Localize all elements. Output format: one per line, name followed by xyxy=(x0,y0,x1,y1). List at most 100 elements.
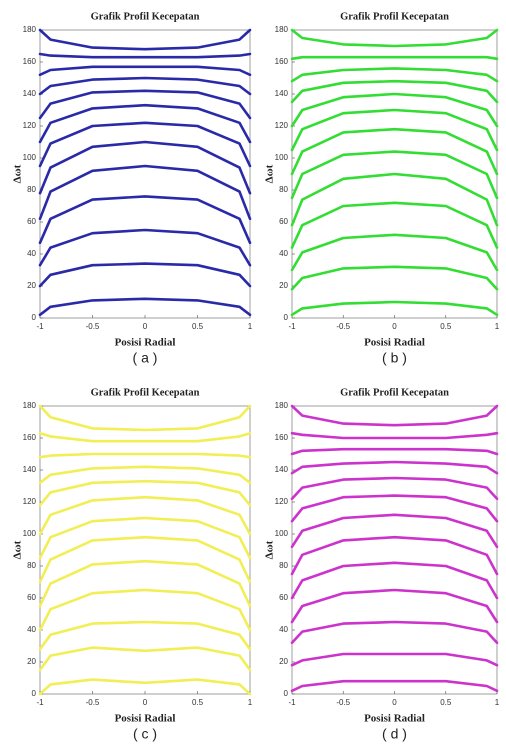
x-tick-label: -0.5 xyxy=(336,698,350,707)
chart-title: Grafik Profil Kecepatan xyxy=(340,387,449,398)
chart-panel: Grafik Profil Kecepatan 0 20 40 60 80 100 120 14… xyxy=(12,11,253,365)
profile-curve xyxy=(38,121,252,168)
profile-curve xyxy=(290,535,499,576)
profile-curve xyxy=(290,460,499,475)
x-tick-label: -1 xyxy=(288,322,296,331)
y-tick-label: 80 xyxy=(279,561,288,570)
x-tick-label: 0.5 xyxy=(440,322,452,331)
profile-curve xyxy=(290,28,499,48)
plot-area xyxy=(291,405,498,695)
profile-curve xyxy=(290,67,499,83)
y-axis-label: Δωt xyxy=(264,164,276,183)
profile-curve xyxy=(38,495,252,536)
profile-curve xyxy=(38,76,252,96)
y-tick-label: 0 xyxy=(32,313,37,322)
y-tick-label: 160 xyxy=(275,433,289,442)
profile-curve xyxy=(38,646,252,672)
profile-curve xyxy=(290,92,499,128)
x-axis-label: Posisi Radial xyxy=(115,337,176,349)
x-axis-label: Posisi Radial xyxy=(364,713,425,725)
x-tick-label: 0.5 xyxy=(192,698,204,707)
y-tick-label: 120 xyxy=(275,121,289,130)
y-tick-label: 120 xyxy=(23,121,37,130)
y-tick-label: 100 xyxy=(275,529,289,538)
profile-curve xyxy=(38,404,252,432)
profile-curve xyxy=(38,89,252,120)
panel-caption: ( a ) xyxy=(133,350,158,366)
profile-curve xyxy=(38,140,252,195)
profile-curve xyxy=(290,447,499,456)
profile-curve xyxy=(38,52,252,59)
x-tick-label: 0 xyxy=(143,698,148,707)
profile-curve xyxy=(290,513,499,549)
y-tick-label: 140 xyxy=(23,465,37,474)
profile-curve xyxy=(290,588,499,624)
y-axis-label: Δωt xyxy=(264,540,276,559)
x-tick-label: -1 xyxy=(36,322,44,331)
chart-panel: Grafik Profil Kecepatan 0 20 40 60 80 100 120 14… xyxy=(12,387,253,741)
profile-curve xyxy=(38,103,252,144)
y-tick-label: 180 xyxy=(23,401,37,410)
y-tick-label: 160 xyxy=(23,57,37,66)
profile-curve xyxy=(38,465,252,485)
profile-curve xyxy=(290,108,499,152)
y-tick-label: 160 xyxy=(275,57,289,66)
profile-curve xyxy=(38,516,252,560)
x-tick-label: -0.5 xyxy=(86,322,100,331)
profile-curve xyxy=(290,679,499,693)
profile-curve xyxy=(38,535,252,584)
y-tick-label: 40 xyxy=(279,625,288,634)
chart-panel: Grafik Profil Kecepatan 0 20 40 60 80 100 120 14… xyxy=(264,387,500,741)
plot-area xyxy=(39,29,251,319)
y-tick-label: 60 xyxy=(279,593,288,602)
profile-curve xyxy=(38,431,252,443)
profile-curve xyxy=(38,559,252,608)
y-tick-label: 20 xyxy=(27,281,36,290)
x-tick-label: 0 xyxy=(392,698,397,707)
y-tick-label: 160 xyxy=(23,433,37,442)
x-tick-label: 0 xyxy=(392,322,397,331)
y-tick-label: 80 xyxy=(279,185,288,194)
x-tick-label: -1 xyxy=(288,698,296,707)
y-tick-label: 60 xyxy=(279,217,288,226)
y-tick-label: 0 xyxy=(32,689,37,698)
profile-curve xyxy=(290,265,499,291)
profile-curve xyxy=(290,561,499,600)
x-tick-label: 0 xyxy=(143,322,148,331)
y-tick-label: 20 xyxy=(27,657,36,666)
y-tick-label: 180 xyxy=(23,25,37,34)
profile-curve xyxy=(290,494,499,523)
panel-caption: ( c ) xyxy=(133,726,157,742)
y-tick-label: 120 xyxy=(275,497,289,506)
y-tick-label: 100 xyxy=(23,529,37,538)
y-tick-label: 60 xyxy=(27,217,36,226)
profile-curve xyxy=(290,404,499,427)
y-tick-label: 180 xyxy=(275,25,289,34)
x-tick-label: -0.5 xyxy=(336,322,350,331)
x-tick-label: 1 xyxy=(248,698,253,707)
profile-curve xyxy=(290,55,499,61)
chart-panel: Grafik Profil Kecepatan 0 20 40 60 80 100 120 14… xyxy=(264,11,500,365)
y-tick-label: 140 xyxy=(23,89,37,98)
profile-curve xyxy=(290,201,499,249)
x-tick-label: 1 xyxy=(248,322,253,331)
y-tick-label: 0 xyxy=(284,313,289,322)
x-tick-label: -0.5 xyxy=(86,698,100,707)
y-tick-label: 60 xyxy=(27,593,36,602)
chart-title: Grafik Profil Kecepatan xyxy=(91,387,200,398)
profile-curve xyxy=(290,476,499,501)
y-axis-label: Δωt xyxy=(12,164,24,183)
profile-curve xyxy=(38,228,252,267)
profile-curve xyxy=(38,262,252,288)
y-tick-label: 100 xyxy=(275,153,289,162)
y-tick-label: 100 xyxy=(23,153,37,162)
y-tick-label: 120 xyxy=(23,497,37,506)
x-tick-label: 0.5 xyxy=(192,322,204,331)
y-tick-label: 180 xyxy=(275,401,289,410)
profile-curve xyxy=(38,164,252,221)
y-tick-label: 140 xyxy=(275,465,289,474)
x-tick-label: 1 xyxy=(495,698,500,707)
profile-curve xyxy=(290,300,499,317)
